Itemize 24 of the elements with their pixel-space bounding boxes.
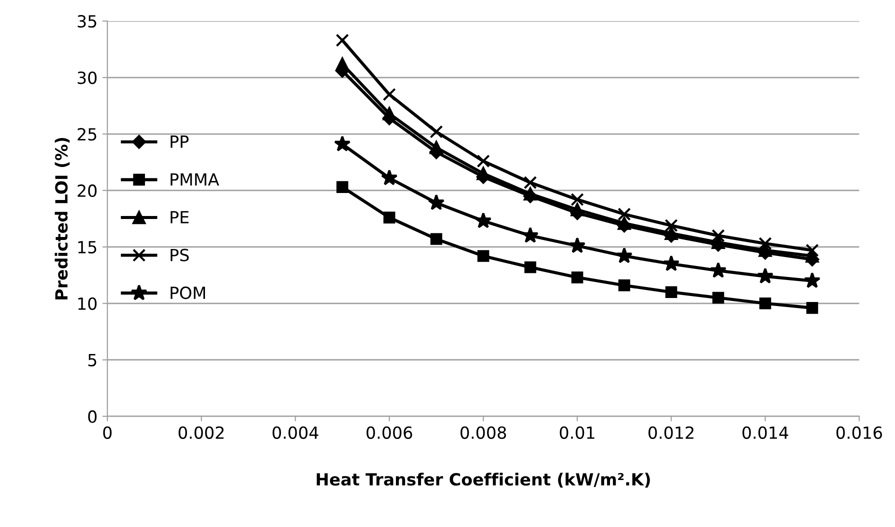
x-tick-label: 0.014 bbox=[742, 426, 788, 439]
legend-label: POM bbox=[170, 286, 205, 300]
legend-label: PS bbox=[170, 248, 189, 262]
x-tick-label: 0.006 bbox=[366, 426, 412, 439]
y-tick-label: 30 bbox=[78, 72, 97, 84]
x-tick-label: 0.01 bbox=[560, 426, 594, 439]
y-tick-label: 20 bbox=[78, 184, 97, 198]
y-tick-label: 15 bbox=[78, 241, 96, 254]
x-tick-label: 0 bbox=[103, 426, 112, 439]
x-tick-label: 0.004 bbox=[272, 426, 318, 439]
y-tick-label: 5 bbox=[88, 354, 96, 366]
y-tick-label: 25 bbox=[78, 128, 96, 141]
x-axis-title: Heat Transfer Coefficient (kW/m².K) bbox=[316, 472, 650, 488]
y-axis-title: Predicted LOI (%) bbox=[54, 138, 70, 300]
y-tick-label: 10 bbox=[78, 297, 97, 310]
y-tick-label: 0 bbox=[88, 410, 97, 423]
legend-label: PP bbox=[170, 136, 189, 148]
legend-label: PE bbox=[170, 211, 189, 224]
legend-label: PMMA bbox=[170, 173, 220, 186]
y-tick-label: 35 bbox=[78, 15, 96, 28]
x-tick-label: 0.008 bbox=[460, 426, 506, 439]
x-tick-label: 0.016 bbox=[836, 426, 882, 439]
x-tick-label: 0.002 bbox=[178, 426, 224, 439]
x-tick-label: 0.012 bbox=[648, 426, 694, 439]
